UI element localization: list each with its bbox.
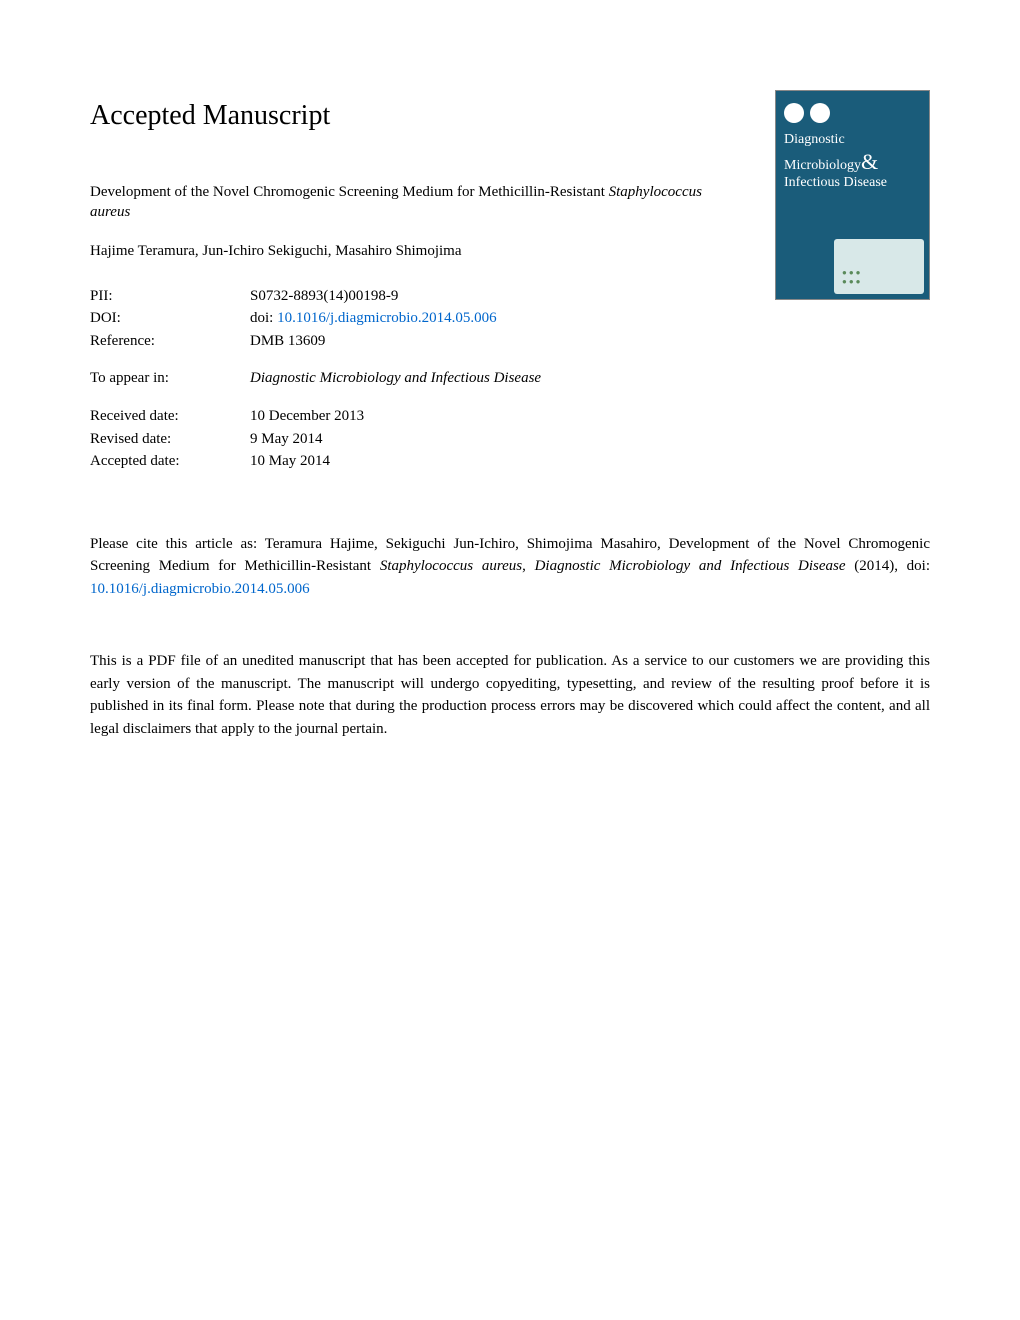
accepted-label: Accepted date: [90,450,250,473]
journal-cover: Diagnostic Microbiology& Infectious Dise… [775,90,930,300]
journal-title-line1: Diagnostic [784,132,845,147]
citation-species: Staphylococcus aureus [380,558,522,574]
article-title-text: Development of the Novel Chromogenic Scr… [90,184,609,200]
badge-icon [810,103,830,123]
pii-label: PII: [90,285,250,308]
cover-microscopy-image: ● ● ●● ● ● [834,239,924,294]
cover-icons [784,99,921,127]
article-title: Development of the Novel Chromogenic Scr… [90,182,710,223]
reference-value: DMB 13609 [250,330,930,353]
doi-row: DOI: doi: 10.1016/j.diagmicrobio.2014.05… [90,307,930,330]
journal-title-line3: Infectious Disease [784,175,887,190]
doi-label: DOI: [90,307,250,330]
appear-in-label: To appear in: [90,370,250,387]
journal-title: Diagnostic Microbiology& Infectious Dise… [784,132,921,192]
header-section: Accepted Manuscript Diagnostic Microbiol… [90,100,930,473]
citation-doi-link[interactable]: 10.1016/j.diagmicrobio.2014.05.006 [90,581,310,597]
citation-journal: Diagnostic Microbiology and Infectious D… [535,558,846,574]
journal-title-line2: Microbiology [784,158,861,173]
accepted-value: 10 May 2014 [250,450,930,473]
ampersand-icon: & [861,149,878,174]
doi-link[interactable]: 10.1016/j.diagmicrobio.2014.05.006 [277,310,497,326]
elsevier-logo-icon [784,103,804,123]
reference-label: Reference: [90,330,250,353]
received-value: 10 December 2013 [250,405,930,428]
reference-row: Reference: DMB 13609 [90,330,930,353]
citation-text-2: , [522,558,534,574]
revised-date-row: Revised date: 9 May 2014 [90,428,930,451]
doi-value: doi: 10.1016/j.diagmicrobio.2014.05.006 [250,307,930,330]
appear-in-row: To appear in: Diagnostic Microbiology an… [90,370,930,387]
accepted-date-row: Accepted date: 10 May 2014 [90,450,930,473]
disclaimer-block: This is a PDF file of an unedited manusc… [90,650,930,740]
appear-in-value: Diagnostic Microbiology and Infectious D… [250,370,930,387]
dates-table: Received date: 10 December 2013 Revised … [90,405,930,473]
received-date-row: Received date: 10 December 2013 [90,405,930,428]
revised-label: Revised date: [90,428,250,451]
revised-value: 9 May 2014 [250,428,930,451]
citation-block: Please cite this article as: Teramura Ha… [90,533,930,601]
citation-text-3: (2014), doi: [846,558,931,574]
doi-prefix: doi: [250,310,277,326]
received-label: Received date: [90,405,250,428]
cell-dots-icon: ● ● ●● ● ● [842,268,861,286]
